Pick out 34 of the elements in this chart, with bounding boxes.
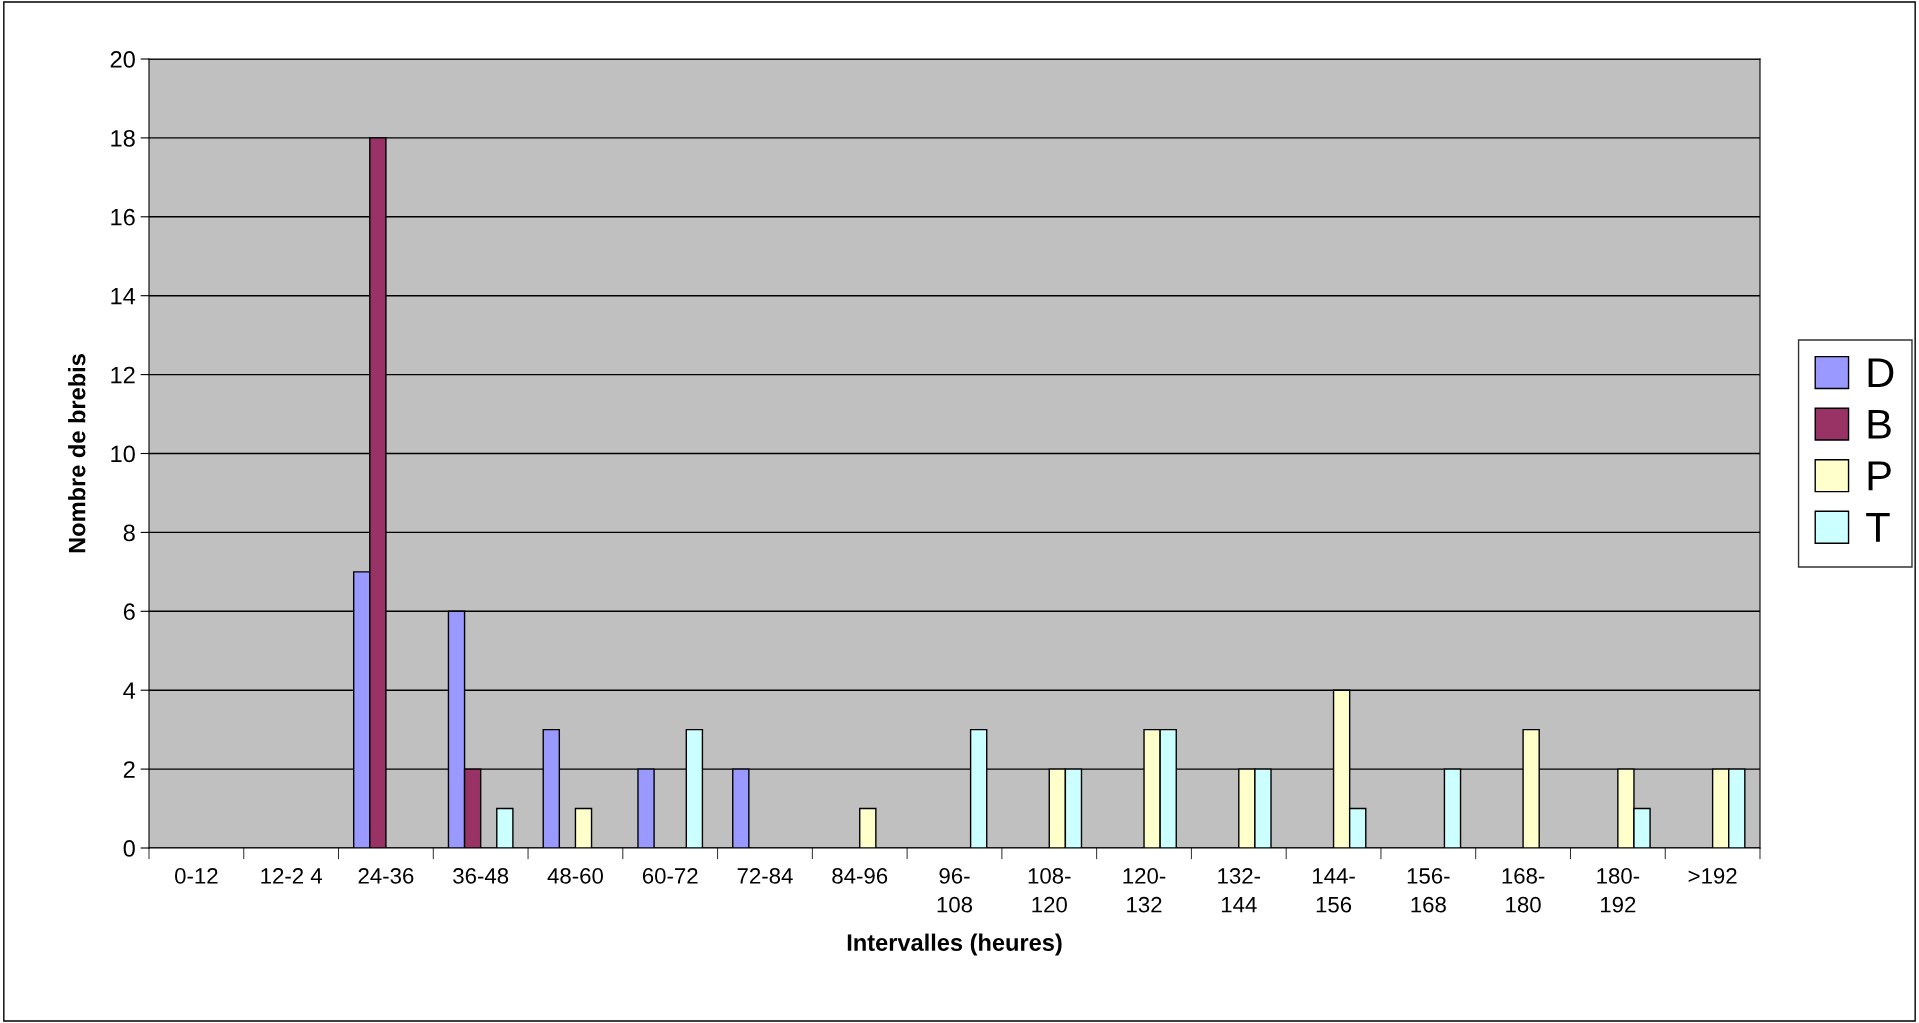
y-tick-label: 16	[111, 208, 135, 226]
y-tick-label: 0	[123, 840, 135, 857]
x-tick-label: 156- 168	[1407, 868, 1450, 913]
x-tick-label: 60-72	[642, 868, 698, 884]
x-tick-label: 84-96	[832, 868, 888, 884]
x-tick-label: 36-48	[453, 868, 509, 884]
x-tick-label: 48-60	[547, 868, 603, 884]
legend-label: T	[1866, 513, 1890, 542]
x-tick-label: 12-2 4	[261, 868, 322, 884]
y-axis-title: Nombre de brebis	[68, 354, 86, 553]
y-tick-label: 18	[111, 129, 135, 147]
x-tick-label: 180- 192	[1597, 868, 1640, 913]
x-tick-label: 72-84	[737, 868, 793, 884]
y-tick-label: 12	[111, 366, 135, 384]
x-axis-title: Intervalles (heures)	[847, 933, 1062, 956]
x-tick-label: 0-12	[175, 868, 218, 884]
legend-label: B	[1868, 409, 1891, 439]
y-tick-label: 14	[111, 288, 136, 305]
x-tick-label: >192	[1688, 868, 1737, 884]
y-tick-label: 4	[123, 682, 136, 699]
x-tick-label: 168- 180	[1502, 868, 1545, 913]
x-tick-label: 132- 144	[1218, 868, 1261, 913]
x-tick-label: 108- 120	[1028, 868, 1071, 913]
y-tick-label: 2	[123, 761, 135, 778]
y-tick-label: 6	[123, 603, 135, 621]
legend-label: P	[1868, 461, 1891, 491]
legend-label: D	[1868, 358, 1894, 388]
x-tick-label: 120- 132	[1123, 868, 1166, 913]
x-tick-label: 144- 156	[1313, 868, 1355, 913]
y-tick-label: 8	[123, 524, 135, 542]
x-tick-label: 24-36	[358, 868, 414, 884]
y-tick-label: 20	[110, 51, 135, 68]
x-tick-label: 96- 108	[937, 868, 973, 913]
y-tick-label: 10	[111, 445, 135, 463]
